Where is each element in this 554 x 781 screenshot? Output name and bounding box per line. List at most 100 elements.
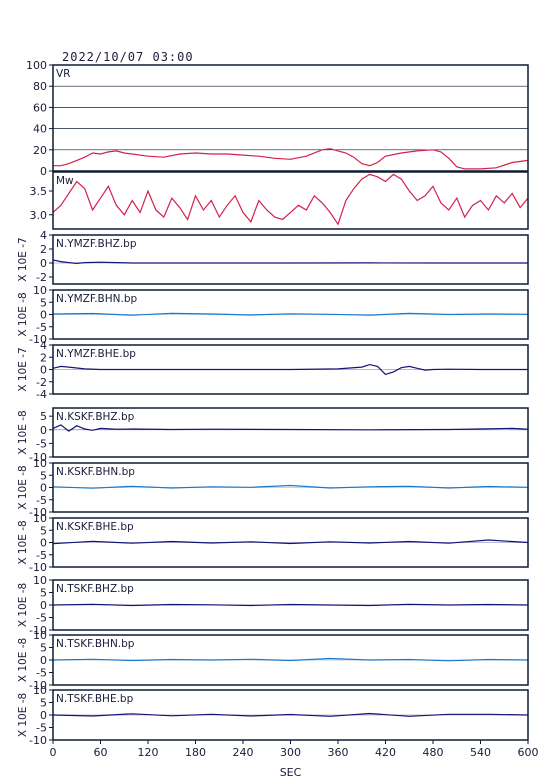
y-tick-label: 5 xyxy=(40,296,47,309)
x-tick-label: 60 xyxy=(94,746,108,759)
series-line-5 xyxy=(52,424,529,432)
y-tick-label: 0 xyxy=(40,654,47,667)
y-tick-label: 5 xyxy=(40,697,47,710)
y-tick-label: -5 xyxy=(36,494,47,507)
y-tick-label: 0 xyxy=(40,482,47,495)
y-tick-label: 5 xyxy=(40,587,47,600)
unit-label: X 10E -8 xyxy=(17,465,29,509)
panel-frame xyxy=(52,171,529,230)
chart-title: 2022/10/07 03:00 xyxy=(62,50,194,64)
x-tick-label: 0 xyxy=(50,746,57,759)
y-tick-label: -5 xyxy=(36,722,47,735)
panel-frame xyxy=(52,234,529,285)
y-tick-label: 40 xyxy=(33,123,47,136)
panel-label: N.YMZF.BHN.bp xyxy=(56,293,138,305)
y-tick-label: 0 xyxy=(40,165,47,178)
y-tick-label: -2 xyxy=(36,271,47,284)
y-tick-label: 10 xyxy=(33,284,47,297)
unit-label: X 10E -7 xyxy=(17,347,29,391)
panel-label: N.KSKF.BHE.bp xyxy=(56,521,134,533)
panel-label: N.TSKF.BHN.bp xyxy=(56,638,135,650)
x-tick-label: 180 xyxy=(185,746,206,759)
y-tick-label: -10 xyxy=(29,333,47,346)
y-tick-label: 2 xyxy=(40,243,47,256)
y-tick-label: 2 xyxy=(40,351,47,364)
y-tick-label: -10 xyxy=(29,679,47,692)
y-tick-label: 60 xyxy=(33,101,47,114)
series-line-6 xyxy=(52,484,529,489)
panel-label: N.KSKF.BHZ.bp xyxy=(56,411,135,423)
y-tick-label: -4 xyxy=(36,388,47,401)
y-tick-label: -10 xyxy=(29,451,47,464)
x-tick-label: 120 xyxy=(138,746,159,759)
y-tick-label: 4 xyxy=(40,229,47,242)
y-tick-label: 80 xyxy=(33,80,47,93)
y-tick-label: -10 xyxy=(29,561,47,574)
y-tick-label: 10 xyxy=(33,684,47,697)
series-line-1 xyxy=(52,173,529,226)
y-tick-label: -2 xyxy=(36,376,47,389)
panel-frame xyxy=(52,64,529,172)
x-tick-label: 360 xyxy=(328,746,349,759)
y-tick-label: 0 xyxy=(40,309,47,322)
y-tick-label: 5 xyxy=(40,469,47,482)
y-tick-label: 0 xyxy=(40,364,47,377)
unit-label: X 10E -8 xyxy=(17,583,29,627)
y-tick-label: 5 xyxy=(40,642,47,655)
y-tick-label: 10 xyxy=(33,574,47,587)
panel-label: VR xyxy=(56,68,70,80)
unit-label: X 10E -8 xyxy=(17,520,29,564)
series-line-4 xyxy=(52,363,528,376)
unit-label: X 10E -8 xyxy=(17,410,29,454)
unit-label: X 10E -8 xyxy=(17,693,29,737)
y-tick-label: 4 xyxy=(40,339,47,352)
y-tick-label: 0 xyxy=(40,599,47,612)
y-tick-label: -5 xyxy=(36,612,47,625)
series-line-3 xyxy=(52,312,529,316)
x-tick-label: 300 xyxy=(280,746,301,759)
y-tick-label: 20 xyxy=(33,144,47,157)
y-tick-label: 10 xyxy=(33,629,47,642)
x-tick-label: 240 xyxy=(233,746,254,759)
panel-frame xyxy=(52,407,529,458)
panel-label: Mw xyxy=(56,175,74,187)
series-line-2 xyxy=(52,259,528,265)
y-tick-label: -5 xyxy=(36,321,47,334)
panel-label: N.YMZF.BHE.bp xyxy=(56,348,136,360)
panel-label: N.YMZF.BHZ.bp xyxy=(56,238,137,250)
panel-label: N.TSKF.BHE.bp xyxy=(56,693,134,705)
y-tick-label: -10 xyxy=(29,624,47,637)
unit-label: X 10E -8 xyxy=(17,292,29,336)
panel-label: N.KSKF.BHN.bp xyxy=(56,466,135,478)
y-tick-label: -10 xyxy=(29,506,47,519)
y-tick-label: 3.5 xyxy=(30,185,48,198)
x-tick-label: 540 xyxy=(470,746,491,759)
y-tick-label: 0 xyxy=(40,537,47,550)
y-tick-label: 5 xyxy=(40,524,47,537)
series-line-9 xyxy=(52,657,529,662)
y-tick-label: 0 xyxy=(40,257,47,270)
series-line-7 xyxy=(52,539,529,545)
x-tick-label: 420 xyxy=(375,746,396,759)
y-tick-label: 3.0 xyxy=(30,209,48,222)
x-axis-label: SEC xyxy=(280,766,302,779)
y-tick-label: -5 xyxy=(36,437,47,450)
y-tick-label: 100 xyxy=(26,59,47,72)
panel-label: N.TSKF.BHZ.bp xyxy=(56,583,134,595)
y-tick-label: 10 xyxy=(33,457,47,470)
y-tick-label: 10 xyxy=(33,512,47,525)
y-tick-label: -10 xyxy=(29,734,47,747)
x-tick-label: 600 xyxy=(518,746,539,759)
y-tick-label: -5 xyxy=(36,549,47,562)
y-tick-label: -5 xyxy=(36,667,47,680)
y-tick-label: 0 xyxy=(40,424,47,437)
unit-label: X 10E -7 xyxy=(17,237,29,281)
unit-label: X 10E -8 xyxy=(17,638,29,682)
series-line-10 xyxy=(52,712,529,717)
series-line-8 xyxy=(52,603,529,607)
series-line-0 xyxy=(53,148,529,170)
y-tick-label: 0 xyxy=(40,709,47,722)
x-tick-label: 480 xyxy=(423,746,444,759)
y-tick-label: 5 xyxy=(40,410,47,423)
